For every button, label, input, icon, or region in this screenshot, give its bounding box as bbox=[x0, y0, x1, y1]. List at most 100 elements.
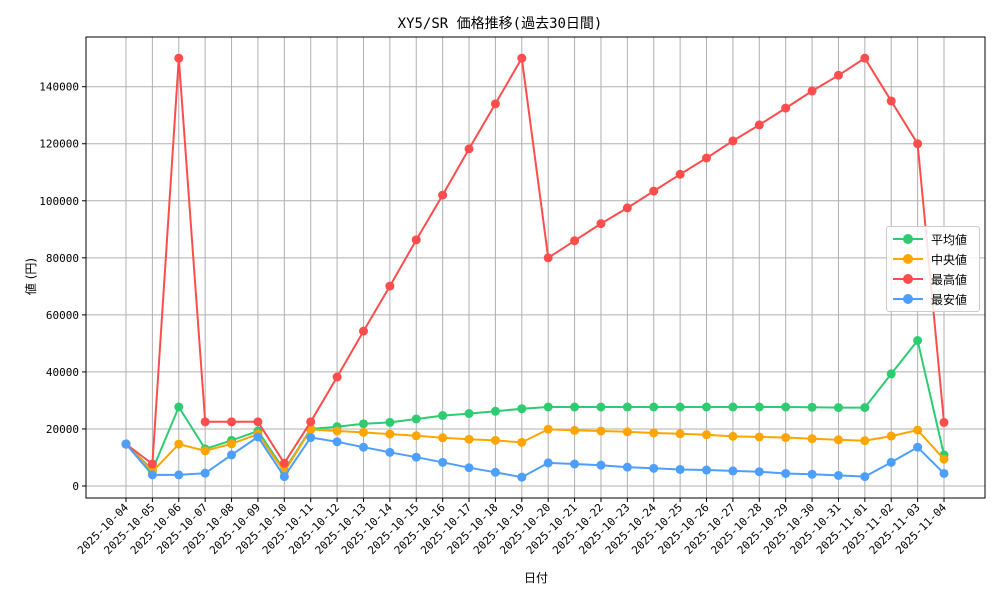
data-point bbox=[543, 253, 553, 263]
data-point bbox=[807, 434, 817, 444]
y-tick-label: 120000 bbox=[39, 138, 79, 151]
data-point bbox=[358, 427, 368, 437]
data-point bbox=[728, 431, 738, 441]
data-point bbox=[675, 402, 685, 412]
data-point bbox=[332, 426, 342, 436]
data-point bbox=[781, 468, 791, 478]
data-point bbox=[358, 419, 368, 429]
data-point bbox=[490, 99, 500, 109]
data-point bbox=[886, 96, 896, 106]
data-point bbox=[490, 435, 500, 445]
data-point bbox=[807, 469, 817, 479]
data-point bbox=[174, 439, 184, 449]
legend-marker-icon bbox=[903, 294, 913, 304]
data-point bbox=[649, 402, 659, 412]
data-point bbox=[622, 402, 632, 412]
data-point bbox=[279, 472, 289, 482]
chart-title: XY5/SR 価格推移(過去30日間) bbox=[397, 16, 603, 32]
data-point bbox=[306, 425, 316, 435]
data-point bbox=[121, 439, 131, 449]
data-point bbox=[807, 402, 817, 412]
legend-label: 平均値 bbox=[931, 233, 968, 247]
legend-item-average: 平均値 bbox=[887, 229, 979, 249]
data-point bbox=[358, 326, 368, 336]
data-point bbox=[517, 437, 527, 447]
legend-item-median: 中央値 bbox=[887, 249, 979, 269]
data-point bbox=[438, 457, 448, 467]
series-line bbox=[125, 55, 945, 466]
data-point bbox=[543, 458, 553, 468]
data-point bbox=[675, 169, 685, 179]
data-point bbox=[754, 120, 764, 130]
data-point bbox=[833, 435, 843, 445]
data-point bbox=[385, 281, 395, 291]
data-point bbox=[781, 402, 791, 412]
data-point bbox=[227, 450, 237, 460]
data-point bbox=[596, 460, 606, 470]
data-point bbox=[860, 436, 870, 446]
legend-label: 最高値 bbox=[931, 273, 968, 287]
data-point bbox=[728, 466, 738, 476]
series-line bbox=[125, 435, 945, 479]
data-point bbox=[253, 417, 263, 427]
data-point bbox=[913, 425, 923, 435]
data-point bbox=[543, 424, 553, 434]
data-point bbox=[200, 417, 210, 427]
data-point bbox=[649, 463, 659, 473]
data-point bbox=[913, 139, 923, 149]
data-point bbox=[358, 442, 368, 452]
data-point bbox=[596, 219, 606, 229]
legend: 平均値 中央値 最高値 最安値 bbox=[886, 226, 980, 312]
data-point bbox=[517, 404, 527, 414]
data-point bbox=[781, 103, 791, 113]
data-point bbox=[860, 53, 870, 63]
data-point bbox=[227, 439, 237, 449]
data-point bbox=[833, 403, 843, 413]
data-point bbox=[596, 402, 606, 412]
legend-marker-icon bbox=[903, 254, 913, 264]
data-point bbox=[596, 426, 606, 436]
data-point bbox=[570, 236, 580, 246]
data-point bbox=[147, 470, 157, 480]
data-point bbox=[702, 402, 712, 412]
data-point bbox=[543, 402, 553, 412]
data-point bbox=[411, 235, 421, 245]
y-tick-label: 100000 bbox=[39, 195, 79, 208]
data-point bbox=[754, 432, 764, 442]
data-point bbox=[939, 468, 949, 478]
data-point bbox=[702, 465, 712, 475]
data-point bbox=[860, 472, 870, 482]
data-point bbox=[411, 452, 421, 462]
data-point bbox=[886, 457, 896, 467]
data-point bbox=[200, 446, 210, 456]
data-point bbox=[147, 459, 157, 469]
data-point bbox=[306, 417, 316, 427]
data-point bbox=[702, 430, 712, 440]
data-point bbox=[807, 86, 817, 96]
data-point bbox=[438, 411, 448, 421]
legend-label: 中央値 bbox=[931, 253, 968, 267]
data-point bbox=[939, 417, 949, 427]
data-point bbox=[385, 429, 395, 439]
data-point bbox=[464, 144, 474, 154]
legend-marker-icon bbox=[903, 234, 913, 244]
data-point bbox=[702, 153, 712, 163]
data-point bbox=[385, 447, 395, 457]
data-point bbox=[833, 70, 843, 80]
y-tick-label: 40000 bbox=[46, 366, 79, 379]
data-point bbox=[227, 417, 237, 427]
data-point bbox=[622, 427, 632, 437]
data-point bbox=[886, 431, 896, 441]
data-point bbox=[517, 472, 527, 482]
y-tick-label: 60000 bbox=[46, 309, 79, 322]
data-point bbox=[913, 336, 923, 346]
data-point bbox=[675, 429, 685, 439]
data-point bbox=[332, 372, 342, 382]
legend-item-min: 最安値 bbox=[887, 289, 979, 309]
data-point bbox=[174, 402, 184, 412]
data-point bbox=[174, 53, 184, 63]
data-point bbox=[754, 402, 764, 412]
data-point bbox=[332, 437, 342, 447]
y-tick-label: 20000 bbox=[46, 423, 79, 436]
